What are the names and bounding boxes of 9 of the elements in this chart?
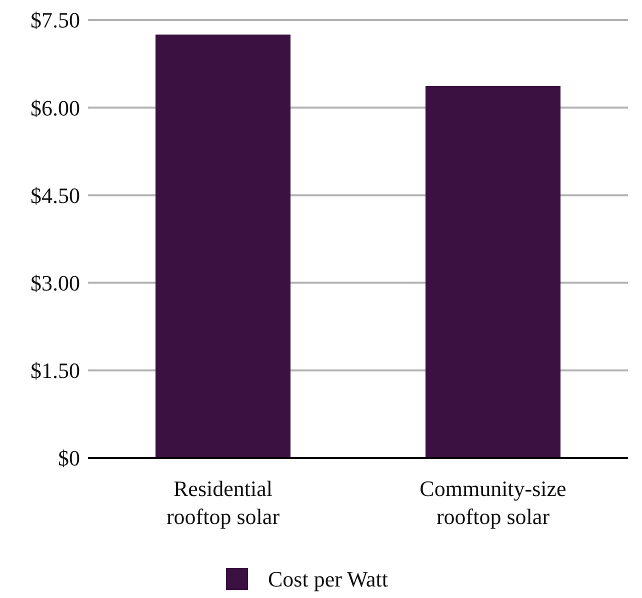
y-tick-label: $7.50 [30,8,80,33]
legend-label: Cost per Watt [268,566,388,592]
y-tick-label: $6.00 [30,95,80,120]
y-tick-label: $0 [58,446,80,471]
y-tick-label: $3.00 [30,270,80,296]
x-tick-label: Residential rooftop solar [166,476,280,529]
y-tick-label: $4.50 [30,182,80,208]
x-tick-label: Community-size rooftop solar [420,476,566,529]
y-tick-label: $1.50 [30,358,80,384]
